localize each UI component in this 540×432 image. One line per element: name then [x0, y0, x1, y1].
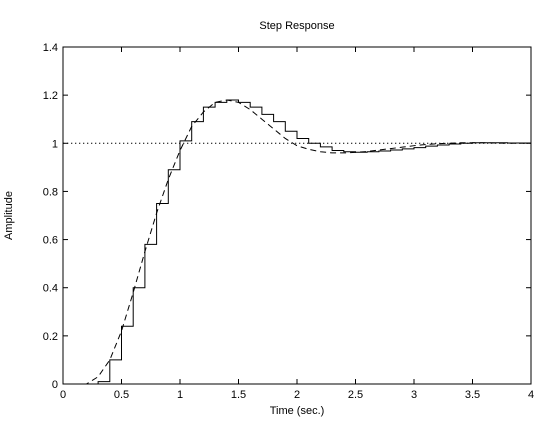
y-tick-label: 1.4	[43, 42, 58, 54]
x-axis-label: Time (sec.)	[270, 405, 325, 417]
chart-title: Step Response	[259, 20, 334, 32]
y-tick-label: 1.2	[43, 90, 58, 102]
x-tick-label: 1.5	[231, 389, 246, 401]
plot-area	[63, 47, 531, 384]
x-tick-label: 4	[528, 389, 534, 401]
x-tick-label: 1	[177, 389, 183, 401]
x-tick-label: 0	[60, 389, 66, 401]
y-tick-label: 0.6	[43, 235, 58, 247]
x-tick-label: 0.5	[114, 389, 129, 401]
series-dashed-line	[63, 99, 531, 385]
x-tick-label: 2	[294, 389, 300, 401]
y-tick-label: 1	[52, 138, 58, 150]
y-tick-label: 0	[52, 379, 58, 391]
y-tick-label: 0.2	[43, 331, 58, 343]
y-axis-label: Amplitude	[3, 191, 15, 240]
x-tick-label: 3.5	[465, 389, 480, 401]
axes-layer: 0 0.5 1 1.5 2 2.5 3 3.5 4 0 0.2 0.4 0.6 0.8 1 1.2 1.4	[43, 42, 534, 401]
x-tick-label: 3	[411, 389, 417, 401]
y-tick-label: 0.4	[43, 283, 58, 295]
y-tick-label: 0.8	[43, 186, 58, 198]
plot-layer	[63, 47, 531, 385]
series-stairs-line	[63, 99, 531, 385]
x-tick-label: 2.5	[348, 389, 363, 401]
